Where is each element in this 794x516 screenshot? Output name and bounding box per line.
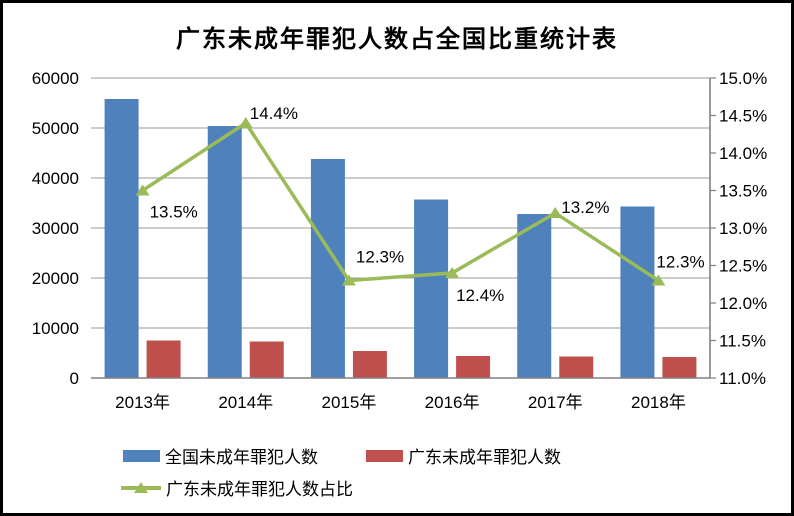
left-axis-tick-label: 50000 [32, 119, 79, 138]
legend-label-guangdong-bar: 广东未成年罪犯人数 [408, 448, 561, 467]
x-axis-label: 2017年 [528, 393, 583, 412]
guangdong-bar-2017年 [559, 356, 594, 378]
right-axis-tick-label: 14.5% [719, 107, 767, 126]
left-axis-tick-label: 30000 [32, 219, 79, 238]
ratio-point-2018年 [651, 274, 666, 286]
left-axis-tick-label: 40000 [32, 169, 79, 188]
legend-line-sample-ratio [121, 481, 161, 495]
left-axis-tick-label: 10000 [32, 319, 79, 338]
right-axis-tick-label: 12.5% [719, 257, 767, 276]
left-axis-tick-label: 0 [70, 369, 79, 388]
data-label-2018年: 12.3% [656, 253, 704, 272]
x-axis-label: 2014年 [218, 393, 273, 412]
legend-swatch-national-bar [123, 449, 160, 462]
national-bar-2017年 [517, 214, 552, 378]
chart-title: 广东未成年罪犯人数占全国比重统计表 [176, 27, 618, 53]
legend-triangle-marker-icon [134, 481, 148, 493]
x-axis-label: 2018年 [631, 393, 686, 412]
ratio-point-2015年 [341, 274, 356, 286]
guangdong-bar-2015年 [352, 351, 387, 378]
plot-area: 13.5% 14.4% 12.3% 12.4% 13.2% 12.3% 0 10000 2000… [32, 69, 767, 412]
x-axis-label: 2016年 [425, 393, 480, 412]
legend-item-national: 全国未成年罪犯人数 [123, 443, 318, 468]
left-axis-tick-label: 60000 [32, 69, 79, 88]
data-label-2014年: 14.4% [250, 104, 298, 123]
right-axis-tick-label: 13.0% [719, 219, 767, 238]
guangdong-bar-2016年 [456, 356, 491, 378]
data-label-2017年: 13.2% [561, 198, 609, 217]
guangdong-bar-2014年 [249, 341, 284, 378]
x-axis-label: 2015年 [322, 393, 377, 412]
right-axis-tick-label: 13.5% [719, 182, 767, 201]
national-bar-2018年 [620, 206, 655, 378]
left-axis-tick-label: 20000 [32, 269, 79, 288]
legend-item-guangdong: 广东未成年罪犯人数 [366, 443, 561, 468]
ratio-point-2013年 [135, 184, 150, 196]
guangdong-bar-2018年 [662, 357, 697, 378]
data-label-2016年: 12.4% [456, 286, 504, 305]
data-label-2015年: 12.3% [356, 248, 404, 267]
ratio-point-2017年 [548, 207, 563, 218]
legend-label-ratio-line: 广东未成年罪犯人数占比 [166, 480, 353, 499]
guangdong-bar-2013年 [146, 340, 181, 378]
legend-swatch-guangdong-bar [366, 449, 403, 462]
data-label-2013年: 13.5% [150, 203, 198, 222]
right-axis-tick-label: 11.0% [719, 369, 766, 388]
national-bar-2016年 [414, 199, 449, 378]
legend-item-ratio: 广东未成年罪犯人数占比 [121, 475, 353, 500]
right-axis-tick-label: 15.0% [719, 69, 767, 88]
ratio-point-2014年 [238, 117, 253, 128]
right-axis-tick-label: 14.0% [719, 144, 767, 163]
right-axis-tick-label: 11.5% [719, 332, 766, 351]
x-axis-label: 2013年 [115, 393, 170, 412]
national-bar-2013年 [104, 99, 139, 378]
right-axis-tick-label: 12.0% [719, 294, 767, 313]
legend-label-national-bar: 全国未成年罪犯人数 [165, 448, 318, 467]
national-bar-2014年 [207, 126, 242, 378]
ratio-point-2016年 [445, 267, 460, 278]
ratio-line [141, 120, 660, 283]
